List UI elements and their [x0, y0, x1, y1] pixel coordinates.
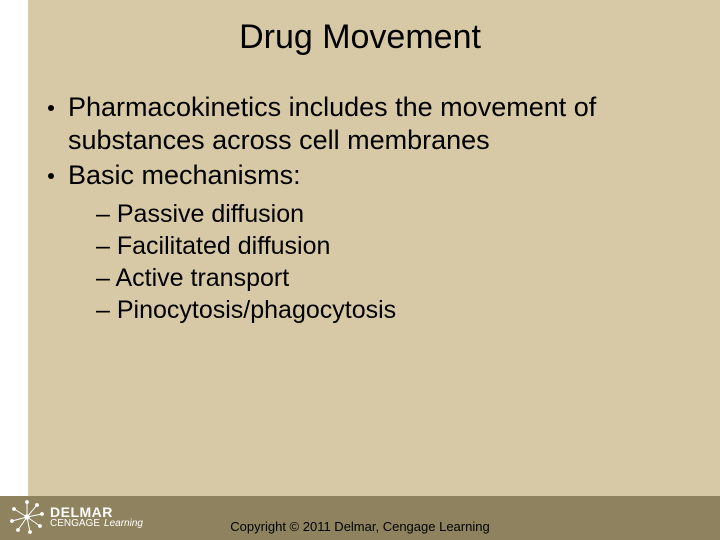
copyright-text: Copyright © 2011 Delmar, Cengage Learnin…	[0, 519, 720, 534]
bullet-dot-icon	[48, 173, 54, 179]
bullet-item: Pharmacokinetics includes the movement o…	[48, 91, 680, 157]
sub-bullet-item: – Active transport	[96, 262, 680, 294]
dash-icon: –	[96, 296, 117, 324]
sub-bullet-text: Active transport	[115, 264, 289, 292]
slide-title: Drug Movement	[40, 18, 680, 57]
bullet-dot-icon	[48, 105, 54, 111]
dash-icon: –	[96, 264, 115, 292]
sub-bullet-item: – Pinocytosis/phagocytosis	[96, 294, 680, 326]
sub-bullet-list: – Passive diffusion – Facilitated diffus…	[96, 198, 680, 326]
footer-band: DELMAR CENGAGE Learning Copyright © 2011…	[0, 496, 720, 540]
sub-bullet-text: Facilitated diffusion	[117, 232, 331, 260]
dash-icon: –	[96, 232, 117, 260]
dash-icon: –	[96, 200, 117, 228]
bullet-text: Pharmacokinetics includes the movement o…	[68, 91, 680, 157]
slide-body: Pharmacokinetics includes the movement o…	[48, 91, 680, 326]
brand-name: DELMAR	[50, 505, 143, 519]
sub-bullet-item: – Facilitated diffusion	[96, 230, 680, 262]
left-sidebar	[0, 0, 28, 540]
bullet-text: Basic mechanisms:	[68, 159, 311, 192]
sub-bullet-item: – Passive diffusion	[96, 198, 680, 230]
sub-bullet-text: Passive diffusion	[117, 200, 304, 228]
sub-bullet-text: Pinocytosis/phagocytosis	[117, 296, 396, 324]
bullet-item: Basic mechanisms:	[48, 159, 680, 192]
footer: DELMAR CENGAGE Learning Copyright © 2011…	[0, 496, 720, 540]
slide: Drug Movement Pharmacokinetics includes …	[0, 0, 720, 540]
